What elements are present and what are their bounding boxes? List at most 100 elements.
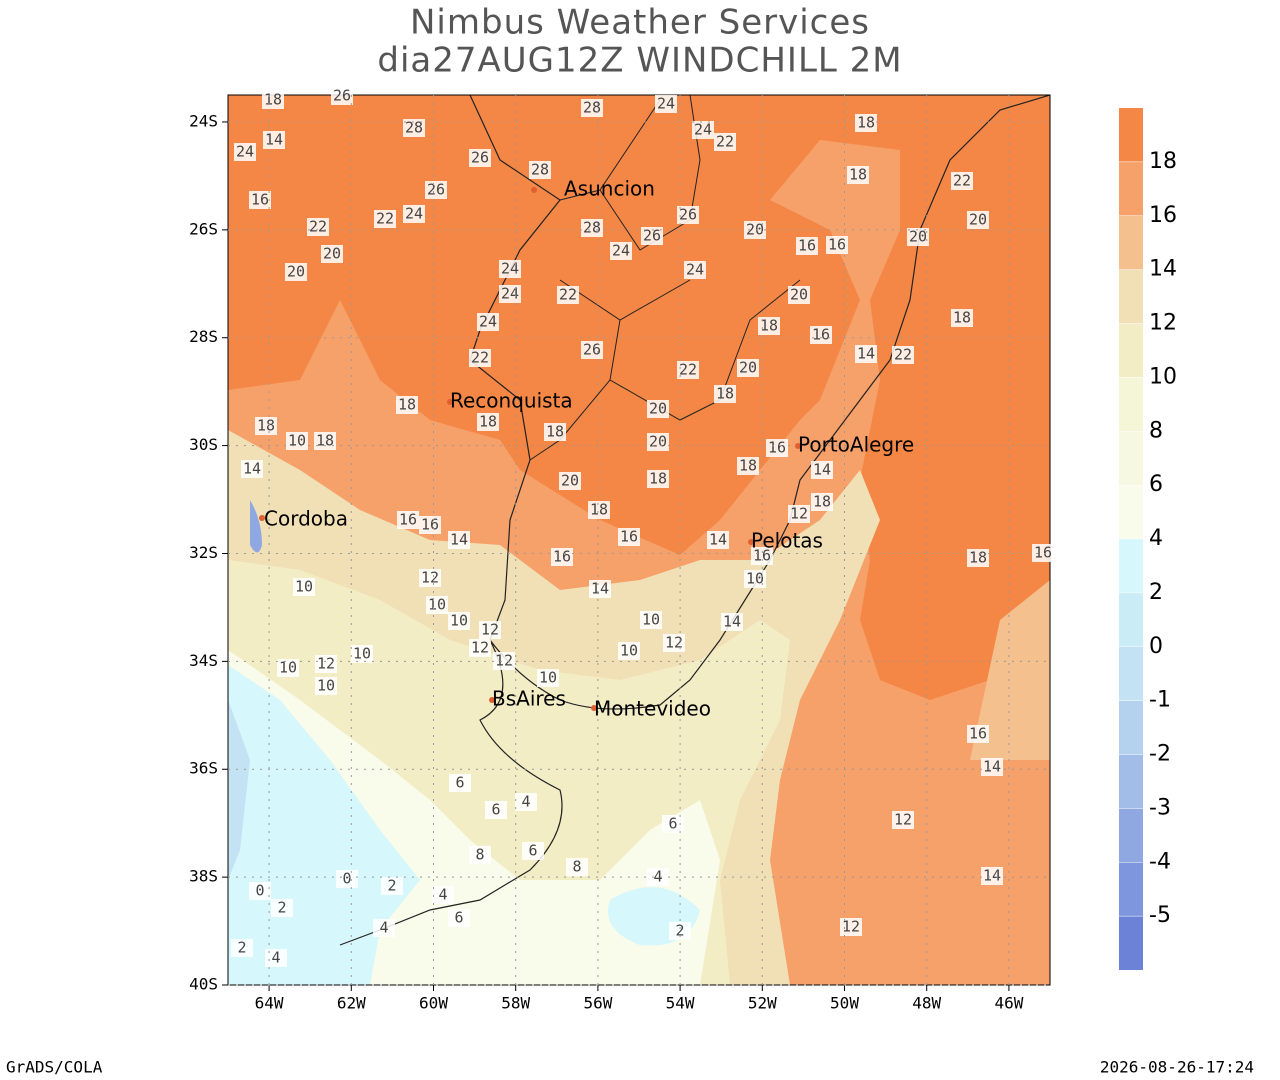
contour-label: 16 bbox=[399, 511, 417, 529]
contour-label: 24 bbox=[612, 242, 630, 260]
city-dot bbox=[591, 705, 597, 711]
contour-label: 28 bbox=[583, 219, 601, 237]
contour-label: 18 bbox=[546, 423, 564, 441]
contour-label-bg bbox=[744, 570, 766, 588]
contour-label-bg bbox=[271, 899, 293, 917]
subtitle: dia27AUG12Z WINDCHILL 2M bbox=[377, 41, 902, 81]
contour-label: 12 bbox=[842, 918, 860, 936]
contour-label: 14 bbox=[983, 758, 1001, 776]
contour-label: 14 bbox=[591, 580, 609, 598]
colorbar-label: -1 bbox=[1149, 688, 1171, 713]
y-tick-label: 32S bbox=[189, 543, 218, 562]
contour-label: 20 bbox=[746, 221, 764, 239]
contour-label-bg bbox=[403, 205, 425, 223]
contour-label: 2 bbox=[387, 877, 396, 895]
contour-label-bg bbox=[737, 359, 759, 377]
contour-label-bg bbox=[293, 578, 315, 596]
contour-label: 20 bbox=[739, 359, 757, 377]
contour-label: 10 bbox=[353, 645, 371, 663]
footer-right: 2026-08-26-17:24 bbox=[1100, 1058, 1254, 1077]
colorbar-label: 10 bbox=[1149, 364, 1177, 389]
contour-label: 26 bbox=[471, 149, 489, 167]
contour-label-bg bbox=[640, 611, 662, 629]
contour-label: 6 bbox=[454, 909, 463, 927]
x-tick-label: 64W bbox=[255, 994, 284, 1013]
colorbar-box bbox=[1119, 485, 1143, 539]
colorbar-box bbox=[1119, 108, 1143, 162]
y-tick-label: 24S bbox=[189, 111, 218, 130]
contour-label: 14 bbox=[450, 531, 468, 549]
contour-label: 24 bbox=[405, 205, 423, 223]
contour-label-bg bbox=[315, 655, 337, 673]
contour-label: 18 bbox=[760, 317, 778, 335]
contour-label-bg bbox=[265, 949, 287, 967]
contour-label: 18 bbox=[969, 549, 987, 567]
contour-label-bg bbox=[234, 143, 256, 161]
contour-label: 24 bbox=[686, 261, 704, 279]
colorbar-label: 6 bbox=[1149, 472, 1163, 497]
colorbar-label: 0 bbox=[1149, 634, 1163, 659]
contour-label-bg bbox=[588, 501, 610, 519]
x-tick-label: 62W bbox=[337, 994, 366, 1013]
contour-label: 28 bbox=[583, 99, 601, 117]
colorbar-box bbox=[1119, 215, 1143, 270]
contour-label: 18 bbox=[813, 493, 831, 511]
contour-label: 12 bbox=[317, 655, 335, 673]
contour-label-bg bbox=[285, 263, 307, 281]
city-dot bbox=[748, 539, 754, 545]
contour-label: 24 bbox=[501, 260, 519, 278]
contour-label: 24 bbox=[694, 121, 712, 139]
contour-label-bg bbox=[249, 882, 271, 900]
contour-label: 6 bbox=[668, 815, 677, 833]
contour-label: 16 bbox=[969, 725, 987, 743]
contour-label: 12 bbox=[421, 569, 439, 587]
contour-label-bg bbox=[766, 439, 788, 457]
contour-label: 16 bbox=[798, 237, 816, 255]
city-label: Montevideo bbox=[594, 697, 711, 721]
contour-label: 4 bbox=[653, 868, 662, 886]
contour-label-bg bbox=[557, 286, 579, 304]
contour-label: 4 bbox=[521, 793, 530, 811]
colorbar-box bbox=[1119, 377, 1143, 432]
colorbar-label: 8 bbox=[1149, 418, 1163, 443]
contour-label: 14 bbox=[243, 460, 261, 478]
city-label: Reconquista bbox=[450, 389, 573, 413]
contour-label-bg bbox=[951, 172, 973, 190]
contour-label-bg bbox=[892, 346, 914, 364]
colorbar-label: 14 bbox=[1149, 257, 1177, 282]
contour-label-bg bbox=[581, 341, 603, 359]
contour-label: 14 bbox=[723, 613, 741, 631]
contour-label-bg bbox=[396, 396, 418, 414]
colorbar-box bbox=[1119, 323, 1143, 378]
colorbar-box bbox=[1119, 862, 1143, 917]
contour-label: 14 bbox=[983, 867, 1001, 885]
x-tick-label: 50W bbox=[830, 994, 859, 1013]
contour-label-bg bbox=[721, 613, 743, 631]
contour-label-bg bbox=[1032, 544, 1054, 562]
colorbar-box bbox=[1119, 269, 1143, 324]
colorbar-box bbox=[1119, 754, 1143, 809]
contour-label-bg bbox=[951, 309, 973, 327]
contour-label-bg bbox=[618, 528, 640, 546]
contour-label: 0 bbox=[255, 882, 264, 900]
contour-label-bg bbox=[315, 677, 337, 695]
colorbar-label: 12 bbox=[1149, 311, 1177, 336]
contour-label: 12 bbox=[481, 621, 499, 639]
contour-label: 22 bbox=[716, 133, 734, 151]
contour-label-bg bbox=[796, 237, 818, 255]
contour-label: 20 bbox=[790, 286, 808, 304]
contour-label: 18 bbox=[739, 457, 757, 475]
contour-label: 16 bbox=[812, 326, 830, 344]
colorbar-label: 16 bbox=[1149, 203, 1177, 228]
band-low bbox=[250, 500, 262, 553]
contour-label-bg bbox=[314, 432, 336, 450]
city-label: PortoAlegre bbox=[798, 433, 914, 457]
contour-label: 18 bbox=[398, 396, 416, 414]
contour-label-bg bbox=[647, 470, 669, 488]
contour-label: 10 bbox=[295, 578, 313, 596]
contour-label: 22 bbox=[376, 210, 394, 228]
contour-label: 10 bbox=[428, 596, 446, 614]
contour-label-bg bbox=[744, 221, 766, 239]
